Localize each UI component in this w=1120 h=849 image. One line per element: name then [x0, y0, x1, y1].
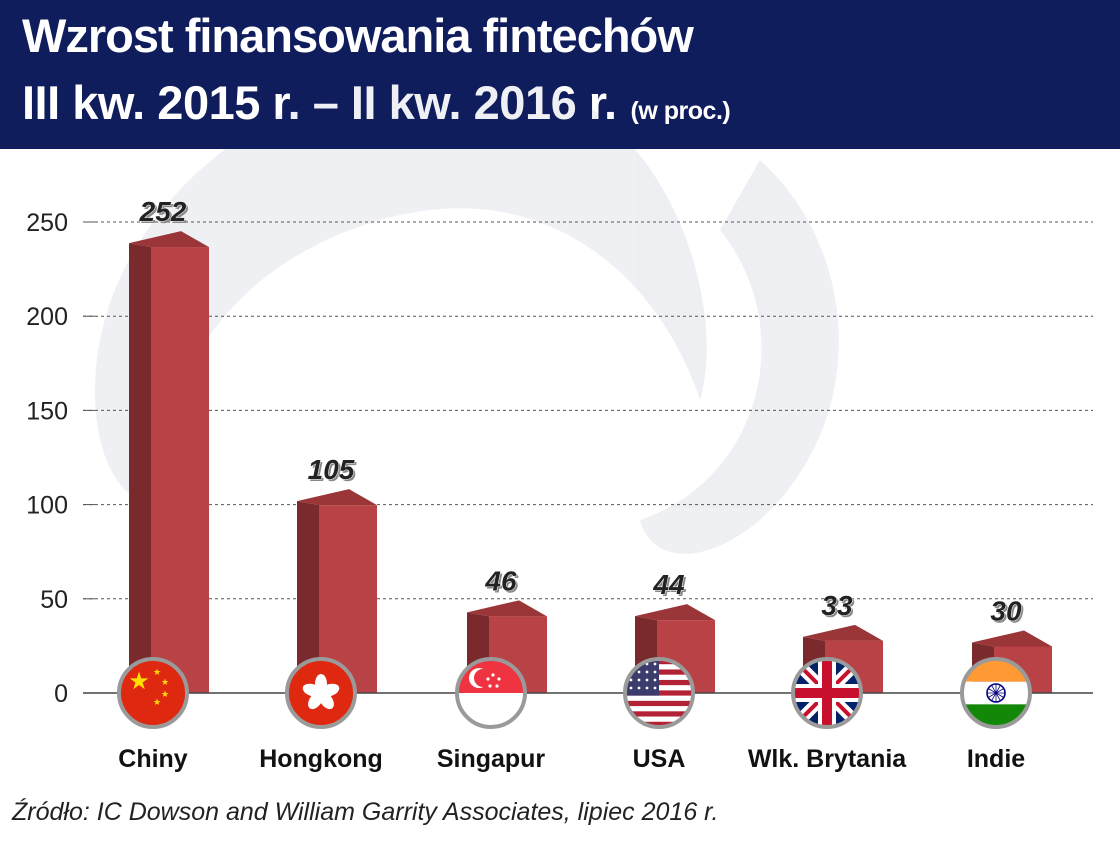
bar-chiny — [129, 231, 209, 693]
bar-top — [803, 624, 883, 641]
flag-border — [960, 657, 1032, 729]
flag-border — [117, 657, 189, 729]
bar-top — [467, 600, 547, 617]
svg-text:★: ★ — [153, 698, 161, 708]
bar-top — [972, 630, 1052, 647]
category-label: Indie — [967, 745, 1025, 773]
source-note: Źródło: IC Dowson and William Garrity As… — [12, 798, 719, 826]
value-label: 44 — [652, 569, 685, 600]
category-label: Chiny — [118, 745, 188, 773]
value-label: 33 — [821, 590, 853, 621]
category-label: Wlk. Brytania — [748, 745, 907, 773]
header-banner: Wzrost finansowania fintechów III kw. 20… — [0, 0, 1120, 149]
svg-text:★: ★ — [128, 667, 150, 695]
flag-border — [455, 657, 527, 729]
unit-label: (w proc.) — [630, 97, 731, 125]
value-label: 30 — [990, 595, 1022, 626]
background-logo — [95, 70, 839, 554]
value-label: 46 — [484, 565, 517, 596]
bar-top — [297, 489, 377, 506]
flag-border — [791, 657, 863, 729]
category-label: USA — [633, 745, 686, 773]
bar-side — [297, 501, 319, 693]
chart-subtitle: III kw. 2015 r. – II kw. 2016 r. (w proc.… — [22, 75, 731, 130]
svg-text:★: ★ — [161, 690, 169, 700]
value-label-shadow: 44 — [654, 571, 687, 602]
bar-front — [151, 247, 209, 693]
flag-border — [623, 657, 695, 729]
svg-text:★: ★ — [153, 668, 161, 678]
bar-side — [129, 243, 151, 693]
flag-border — [285, 657, 357, 729]
bar-hongkong — [297, 489, 377, 693]
value-label: 105 — [308, 454, 355, 485]
value-label-shadow: 33 — [823, 592, 855, 623]
value-label-shadow: 46 — [486, 567, 519, 598]
value-label: 252 — [139, 196, 187, 227]
bar-top — [635, 604, 715, 621]
y-tick-label: 100 — [26, 492, 68, 520]
value-label-shadow: 30 — [992, 597, 1024, 628]
y-tick-label: 150 — [26, 397, 68, 425]
y-tick-label: 0 — [54, 680, 68, 708]
category-label: Hongkong — [259, 745, 383, 773]
bar-singapur — [467, 600, 547, 693]
period-label: III kw. 2015 r. – II kw. 2016 r. — [22, 76, 617, 129]
value-label-shadow: 252 — [141, 198, 189, 229]
y-tick-label: 50 — [40, 586, 68, 614]
y-tick-label: 200 — [26, 303, 68, 331]
bar-top — [129, 231, 209, 248]
svg-text:★: ★ — [161, 678, 169, 688]
usa-flag-icon — [625, 659, 693, 727]
value-label-shadow: 105 — [310, 456, 357, 487]
category-label: Singapur — [437, 745, 546, 773]
chart-title: Wzrost finansowania fintechów — [22, 9, 694, 62]
y-tick-label: 250 — [26, 209, 68, 237]
